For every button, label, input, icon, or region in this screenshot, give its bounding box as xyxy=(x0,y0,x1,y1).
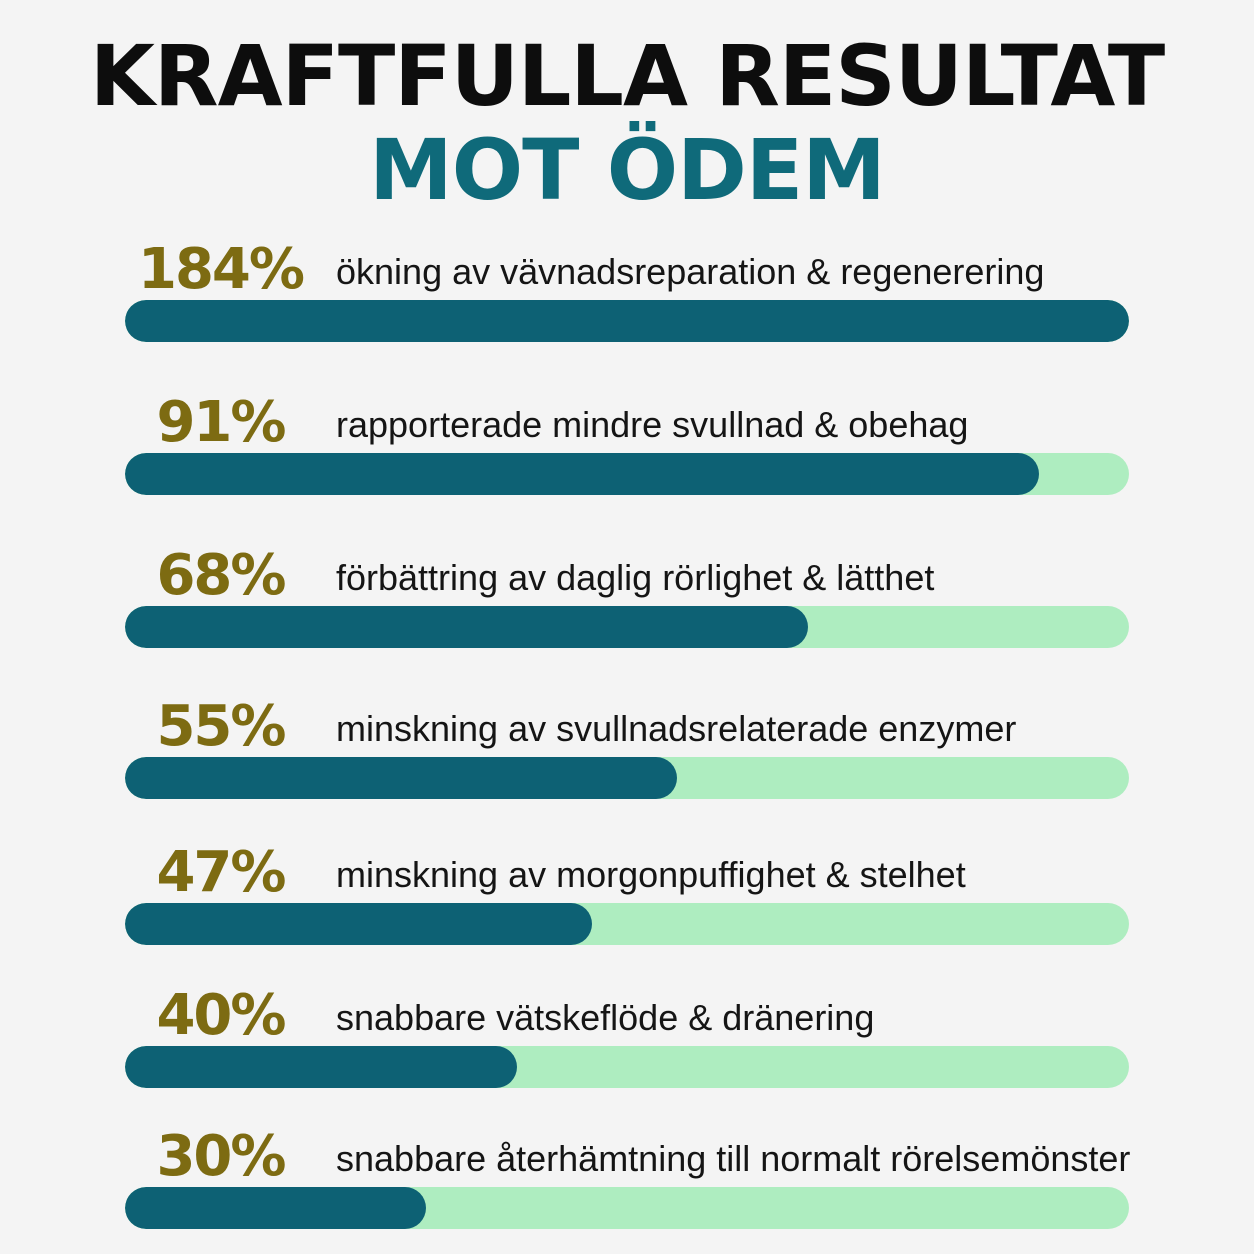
stat-description: förbättring av daglig rörlighet & lätthe… xyxy=(336,557,935,598)
bar-fill xyxy=(125,1187,426,1229)
stat-description: ökning av vävnadsreparation & regenereri… xyxy=(336,251,1045,292)
stat-row: 184% ökning av vävnadsreparation & regen… xyxy=(0,240,1254,350)
bar-fill xyxy=(125,300,1129,342)
stat-description: snabbare återhämtning till normalt rörel… xyxy=(336,1138,1131,1179)
stat-row: 55% minskning av svullnadsrelaterade enz… xyxy=(0,697,1254,807)
stat-percent: 184% xyxy=(137,237,305,302)
stat-description: minskning av morgonpuffighet & stelhet xyxy=(336,854,966,895)
bar-track xyxy=(125,757,1129,799)
bar-track xyxy=(125,606,1129,648)
stat-description: snabbare vätskeflöde & dränering xyxy=(336,997,875,1038)
bar-fill xyxy=(125,606,808,648)
stat-row: 40% snabbare vätskeflöde & dränering xyxy=(0,986,1254,1096)
bar-track xyxy=(125,903,1129,945)
stat-percent: 91% xyxy=(156,390,286,455)
stat-description: minskning av svullnadsrelaterade enzymer xyxy=(336,708,1017,749)
bar-track xyxy=(125,300,1129,342)
stat-percent: 47% xyxy=(156,840,286,905)
title-line-1: KRAFTFULLA RESULTAT xyxy=(89,27,1165,125)
stat-row: 47% minskning av morgonpuffighet & stelh… xyxy=(0,843,1254,953)
stat-percent: 55% xyxy=(156,694,286,759)
bar-fill xyxy=(125,903,592,945)
stat-percent: 68% xyxy=(156,543,286,608)
stat-percent: 40% xyxy=(156,983,286,1048)
bar-fill xyxy=(125,453,1039,495)
bar-track xyxy=(125,1046,1129,1088)
bar-track xyxy=(125,453,1129,495)
stat-row: 91% rapporterade mindre svullnad & obeha… xyxy=(0,393,1254,503)
stat-row: 68% förbättring av daglig rörlighet & lä… xyxy=(0,546,1254,656)
title-line-2: MOT ÖDEM xyxy=(369,121,886,219)
stat-description: rapporterade mindre svullnad & obehag xyxy=(336,404,969,445)
bar-fill xyxy=(125,1046,517,1088)
bar-fill xyxy=(125,757,677,799)
stat-row: 30% snabbare återhämtning till normalt r… xyxy=(0,1127,1254,1237)
stat-percent: 30% xyxy=(156,1124,286,1189)
bar-track xyxy=(125,1187,1129,1229)
